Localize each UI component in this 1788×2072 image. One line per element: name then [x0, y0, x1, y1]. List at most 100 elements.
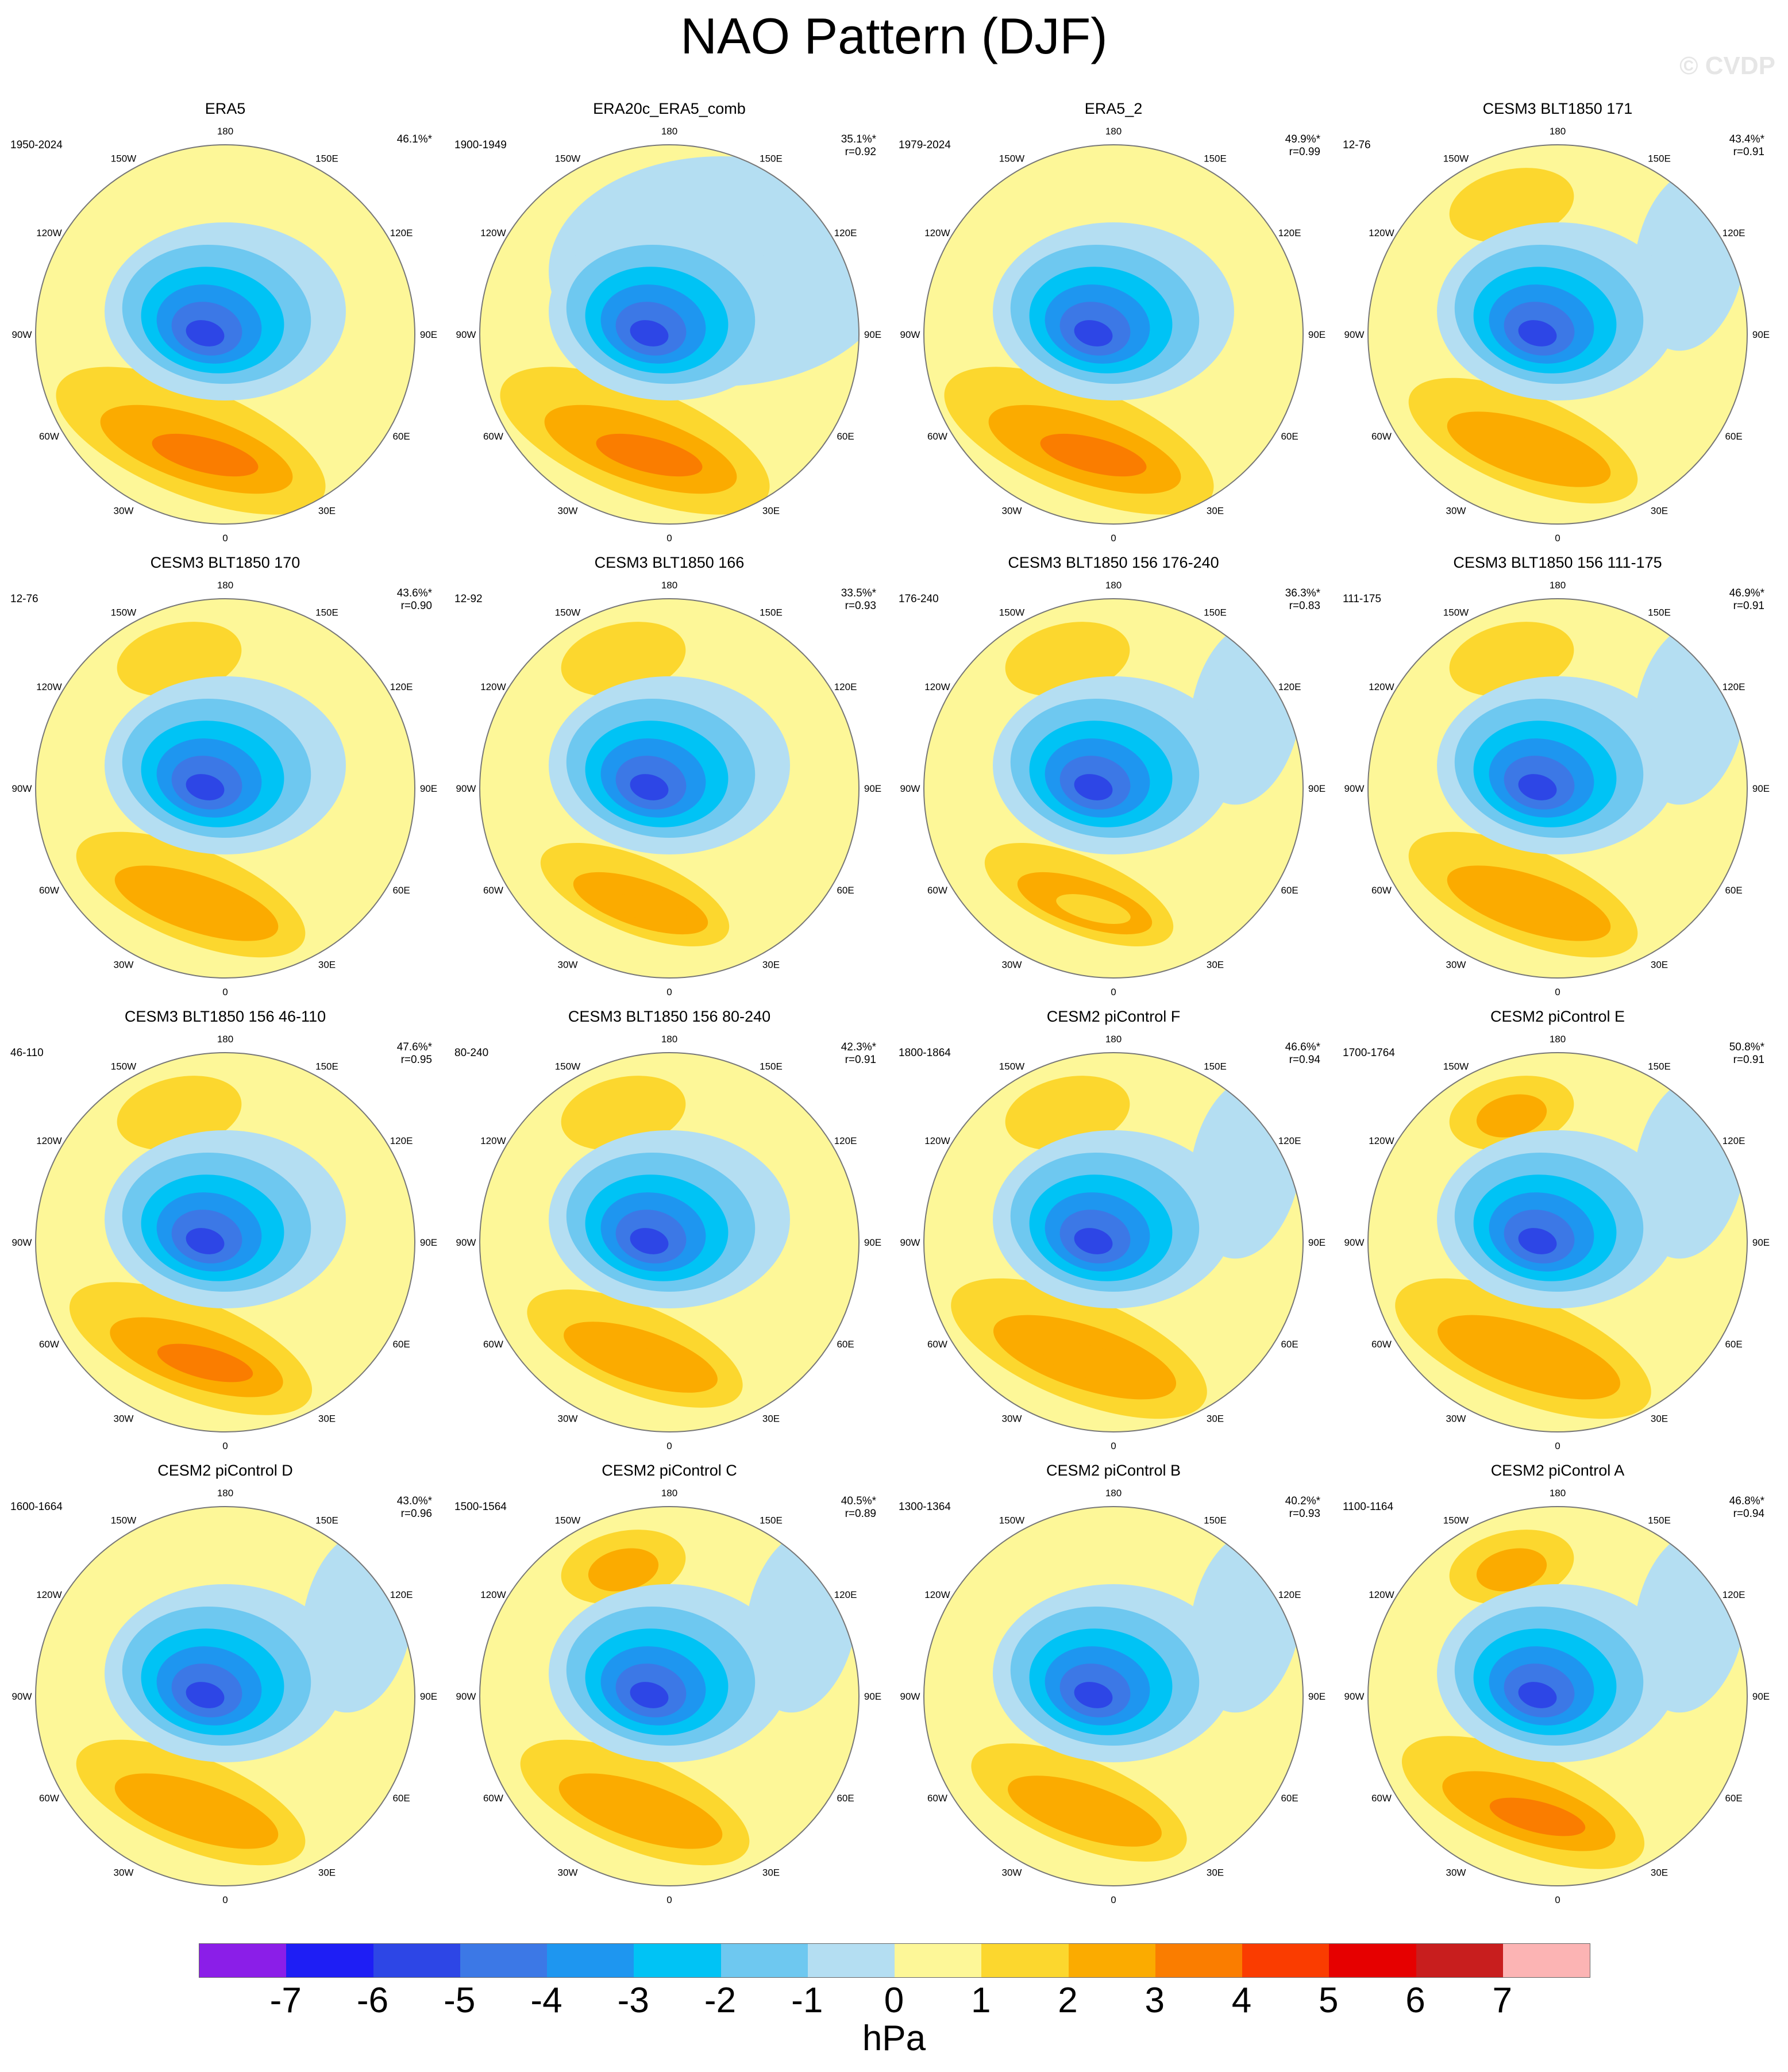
colorbar-box [1502, 1944, 1590, 1977]
longitude-label: 60E [392, 1339, 410, 1350]
longitude-label: 180 [1550, 126, 1566, 137]
atlantic-high-core [1487, 1342, 1588, 1384]
pacific-high-core [1476, 1094, 1547, 1138]
longitude-label: 120E [390, 1589, 413, 1600]
longitude-label: 120W [480, 1135, 506, 1146]
panel-period: 46-110 [10, 1047, 44, 1059]
longitude-label: 90E [1752, 329, 1770, 340]
arctic-low-core [1074, 1682, 1113, 1708]
map-panel: CESM3 BLT1850 156 111-175 111-175 46.9%* r=… [1339, 553, 1776, 1007]
arctic-low-core [1074, 1228, 1113, 1254]
map-panel: CESM2 piControl A 1100-1164 46.8%* r=0.94 18… [1339, 1461, 1776, 1915]
longitude-label: 90E [420, 1691, 437, 1702]
longitude-label: 120E [390, 681, 413, 692]
longitude-label: 150E [1648, 607, 1671, 618]
longitude-label: 90W [1344, 1691, 1365, 1702]
longitude-label: 30W [558, 1867, 578, 1878]
arctic-low-core [186, 320, 225, 346]
map-frame [1367, 598, 1748, 979]
longitude-label: 120W [480, 1589, 506, 1600]
panel-title: CESM3 BLT1850 156 46-110 [124, 1008, 326, 1025]
longitude-label: 90W [456, 329, 476, 340]
pattern-correlation: r=0.93 [845, 600, 876, 612]
longitude-label: 60E [837, 885, 854, 896]
explained-variance: 46.9%* [1729, 587, 1764, 599]
colorbar-tick-label: -1 [791, 1981, 823, 2020]
explained-variance: 43.6%* [396, 587, 432, 599]
atlantic-high-core [1040, 433, 1147, 477]
pattern-correlation: r=0.89 [845, 1508, 876, 1520]
panel-title: CESM3 BLT1850 156 111-175 [1453, 554, 1662, 571]
longitude-label: 30W [114, 1867, 134, 1878]
arctic-low-core [630, 1228, 669, 1254]
longitude-label: 120E [390, 1135, 413, 1146]
longitude-label: 150E [760, 153, 783, 164]
longitude-label: 120E [1723, 228, 1745, 238]
longitude-label: 60E [392, 1793, 410, 1804]
panel-title: ERA5_2 [1084, 100, 1143, 117]
colorbar-tick-label: 5 [1319, 1981, 1339, 2020]
longitude-label: 90W [1344, 1237, 1365, 1248]
longitude-label: 90E [420, 1237, 437, 1248]
longitude-label: 180 [1550, 1034, 1566, 1045]
panel-period: 1600-1664 [10, 1501, 63, 1513]
longitude-label: 90E [420, 329, 437, 340]
longitude-label: 120E [390, 228, 413, 238]
explained-variance: 40.2%* [1285, 1495, 1320, 1507]
map-frame [479, 1052, 860, 1432]
map-panel: CESM2 piControl B 1300-1364 40.2%* r=0.93 18… [895, 1461, 1332, 1915]
longitude-label: 60E [837, 431, 854, 442]
longitude-label: 150E [760, 1515, 783, 1526]
polar-map: 180 150E 120E 90E 60E 30E 0 30W 60W 90W 120W 150W [456, 1488, 882, 1905]
panel-stats: 46.8%* r=0.94 [1729, 1495, 1764, 1520]
longitude-label: 120W [1369, 228, 1394, 238]
colorbar-tick-label: -4 [530, 1981, 562, 2020]
panel-title: CESM3 BLT1850 156 176-240 [1008, 554, 1219, 571]
colorbar-box [286, 1944, 373, 1977]
arctic-low-core [1518, 1682, 1557, 1708]
longitude-label: 60W [1371, 1793, 1392, 1804]
longitude-label: 90W [12, 329, 32, 340]
panel-stats: 49.9%* r=0.99 [1285, 133, 1320, 159]
map-panel: ERA20c_ERA5_comb 1900-1949 35.1%* r=0.92 180… [451, 99, 888, 553]
longitude-label: 30W [114, 1414, 134, 1424]
longitude-label: 30W [1002, 506, 1022, 517]
explained-variance: 49.9%* [1285, 133, 1320, 145]
longitude-label: 90W [1344, 329, 1365, 340]
panel-stats: 43.4%* r=0.91 [1729, 133, 1764, 159]
longitude-label: 180 [217, 580, 233, 591]
map-frame [923, 1052, 1304, 1432]
colorbar-box [1155, 1944, 1242, 1977]
map-frame [923, 144, 1304, 525]
panel-stats: 40.5%* r=0.89 [841, 1495, 876, 1520]
polar-map: 180 150E 120E 90E 60E 30E 0 30W 60W 90W 120W 150W [900, 1488, 1326, 1905]
pattern-correlation: r=0.90 [400, 600, 432, 612]
longitude-label: 150W [111, 607, 136, 618]
longitude-label: 180 [217, 1034, 233, 1045]
colorbar-box [1329, 1944, 1416, 1977]
pattern-correlation: r=0.91 [1733, 146, 1764, 158]
longitude-label: 120W [924, 228, 950, 238]
longitude-label: 90W [12, 783, 32, 794]
polar-map: 180 150E 120E 90E 60E 30E 0 30W 60W 90W 120W 150W [456, 126, 882, 544]
pattern-correlation: r=0.92 [845, 146, 876, 158]
longitude-label: 30E [318, 1867, 336, 1878]
map-panel: CESM3 BLT1850 170 12-76 43.6%* r=0.90 180 150… [7, 553, 444, 1007]
longitude-label: 120E [834, 1589, 857, 1600]
atlantic-high-core [1043, 1342, 1144, 1384]
panel-period: 12-76 [1343, 139, 1371, 151]
longitude-label: 150E [1204, 607, 1227, 618]
longitude-label: 0 [666, 533, 672, 544]
panel-stats: 33.5%* r=0.93 [841, 587, 876, 613]
panel-stats: 40.2%* r=0.93 [1285, 1495, 1320, 1520]
colorbar [199, 1943, 1590, 1978]
longitude-label: 150W [999, 153, 1024, 164]
longitude-label: 120E [1723, 1589, 1745, 1600]
panel-stats: 35.1%* r=0.92 [841, 133, 876, 159]
longitude-label: 90W [12, 1691, 32, 1702]
polar-map: 180 150E 120E 90E 60E 30E 0 30W 60W 90W 120W 150W [900, 580, 1326, 998]
longitude-label: 30E [762, 1867, 780, 1878]
pacific-high-core [588, 1548, 659, 1592]
longitude-label: 60E [1281, 1793, 1298, 1804]
panel-title: CESM2 piControl B [1046, 1462, 1181, 1479]
